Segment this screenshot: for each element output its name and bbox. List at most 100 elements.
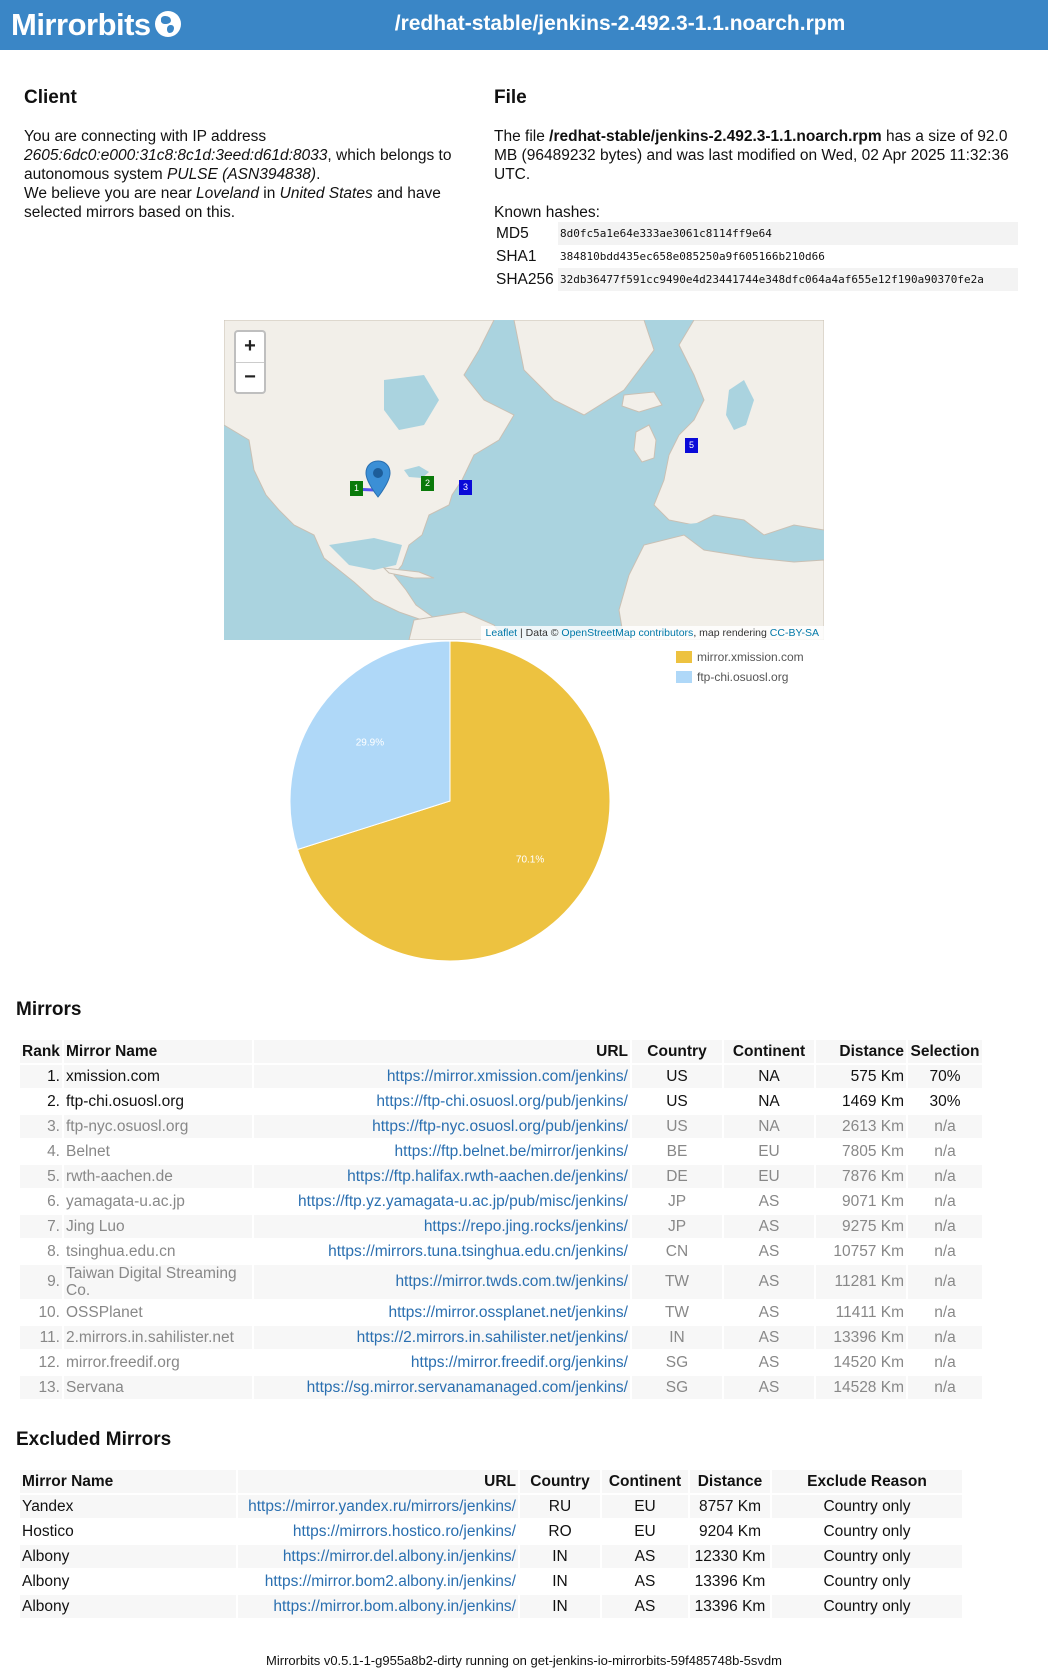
mirror-continent-cell: AS [724,1301,814,1324]
mirror-continent-cell: AS [724,1240,814,1263]
mirror-selection: n/a [934,1167,956,1185]
mirror-url[interactable]: https://ftp.yz.yamagata-u.ac.jp/pub/misc… [298,1192,628,1210]
excluded-reason: Country only [823,1497,911,1515]
map-marker-1[interactable]: 1 [350,481,363,496]
mirror-selection-cell: 70% [908,1065,982,1088]
excluded-reason: Country only [823,1572,911,1590]
pie-slice-0[interactable] [296,640,611,962]
col-distance: Distance [816,1040,906,1063]
mirror-url-cell: https://ftp.yz.yamagata-u.ac.jp/pub/misc… [254,1190,630,1213]
mirror-continent: NA [758,1117,780,1135]
col-url: URL [254,1040,630,1063]
mirror-url[interactable]: https://ftp.belnet.be/mirror/jenkins/ [394,1142,628,1160]
mirror-distance-cell: 9071 Km [816,1190,906,1213]
zoom-out-button[interactable]: − [236,362,264,392]
mirror-url[interactable]: https://2.mirrors.in.sahilister.net/jenk… [356,1328,628,1346]
mirror-name: Jing Luo [66,1217,125,1235]
excluded-reason-cell: Country only [772,1545,962,1568]
mirror-name: xmission.com [66,1067,160,1085]
map-marker-5[interactable]: 5 [685,438,698,453]
hash-row: MD5 8d0fc5a1e64e333ae3061c8114ff9e64 [494,222,1018,245]
mirror-rank: 9. [47,1273,60,1290]
mirror-distance: 575 Km [850,1067,904,1085]
mirror-continent: AS [758,1217,780,1235]
iceland [621,391,663,413]
mirror-continent-cell: AS [724,1190,814,1213]
mirror-url[interactable]: https://mirrors.tuna.tsinghua.edu.cn/jen… [328,1242,628,1260]
excluded-url[interactable]: https://mirror.bom.albony.in/jenkins/ [273,1597,516,1615]
mirror-url[interactable]: https://mirror.freedif.org/jenkins/ [410,1353,628,1371]
mirror-url[interactable]: https://ftp.halifax.rwth-aachen.de/jenki… [347,1167,628,1185]
excluded-name: Hostico [22,1522,74,1540]
mirror-distance: 11411 Km [835,1303,904,1321]
map-marker-3[interactable]: 3 [459,480,472,495]
excluded-reason-cell: Country only [772,1595,962,1618]
pie-slice-1[interactable] [289,640,451,851]
mirror-distance-cell: 575 Km [816,1065,906,1088]
mirror-url[interactable]: https://mirror.xmission.com/jenkins/ [386,1067,628,1085]
table-row: Yandex https://mirror.yandex.ru/mirrors/j… [20,1495,962,1518]
mirror-rank: 5. [47,1167,60,1185]
mirror-map[interactable]: 1 2 3 5 + − Leaflet | Data © OpenStreetM… [224,320,824,640]
mirror-name: ftp-chi.osuosl.org [66,1092,185,1110]
mirror-continent: AS [758,1303,780,1321]
mirror-country-cell: SG [632,1376,722,1399]
mirror-url[interactable]: https://mirror.ossplanet.net/jenkins/ [388,1303,628,1321]
hash-value[interactable]: 8d0fc5a1e64e333ae3061c8114ff9e64 [558,222,1018,245]
mirror-continent: AS [758,1378,780,1396]
map-marker-2[interactable]: 2 [421,476,434,491]
excluded-url[interactable]: https://mirrors.hostico.ro/jenkins/ [292,1522,516,1540]
client-heading: Client [24,87,77,108]
mirror-name: tsinghua.edu.cn [66,1242,176,1260]
mirror-country: DE [666,1167,688,1185]
mirror-url[interactable]: https://sg.mirror.servanamanaged.com/jen… [306,1378,628,1396]
mirror-distance-cell: 14520 Km [816,1351,906,1374]
table-row: 13. Servana https://sg.mirror.servanamanag… [20,1376,982,1399]
license-link[interactable]: CC-BY-SA [769,627,819,639]
mirror-distance-cell: 2613 Km [816,1115,906,1138]
logo[interactable]: Mirrorbits [11,7,181,43]
hash-value[interactable]: 384810bdd435ec658e085250a9f605166b210d66 [558,245,1018,268]
zoom-in-button[interactable]: + [244,335,256,357]
mirror-url-cell: https://ftp-chi.osuosl.org/pub/jenkins/ [254,1090,630,1113]
excluded-distance-cell: 8757 Km [690,1495,770,1518]
excluded-url[interactable]: https://mirror.bom2.albony.in/jenkins/ [264,1572,516,1590]
mirror-url-cell: https://ftp-nyc.osuosl.org/pub/jenkins/ [254,1115,630,1138]
mirror-country-cell: US [632,1065,722,1088]
mirror-url-cell: https://repo.jing.rocks/jenkins/ [254,1215,630,1238]
mirror-url[interactable]: https://repo.jing.rocks/jenkins/ [423,1217,628,1235]
osm-link[interactable]: OpenStreetMap contributors [561,627,694,639]
baltic-sea [726,380,754,430]
legend-label: mirror.xmission.com [697,650,804,664]
mirror-rank: 3. [47,1117,60,1135]
zoom-control: + − [234,330,266,394]
mirror-distance-cell: 11281 Km [816,1265,906,1299]
mirror-selection-cell: n/a [908,1351,982,1374]
mirror-url[interactable]: https://mirror.twds.com.tw/jenkins/ [395,1273,628,1290]
attribution-data: | Data © [520,627,559,639]
mirror-continent: AS [758,1192,780,1210]
excluded-name: Yandex [22,1497,74,1515]
excluded-distance-cell: 13396 Km [690,1595,770,1618]
mirror-name-cell: Servana [64,1376,252,1399]
location-pin-icon[interactable] [365,460,391,498]
excluded-url[interactable]: https://mirror.yandex.ru/mirrors/jenkins… [248,1497,516,1515]
mirror-selection-cell: n/a [908,1326,982,1349]
selection-pie-chart: 70.1% 29.9% [289,640,611,962]
mirror-rank-cell: 13. [20,1376,62,1399]
excluded-continent-cell: EU [602,1495,688,1518]
pie-slice-label-0: 70.1% [516,855,544,866]
hash-value[interactable]: 32db36477f591cc9490e4d23441744e348dfc064… [558,268,1018,291]
logo-text[interactable]: Mirrorbits [11,7,151,42]
mirror-name: OSSPlanet [66,1303,143,1321]
mirror-url[interactable]: https://ftp-chi.osuosl.org/pub/jenkins/ [376,1092,628,1110]
pie-slice-label-1: 29.9% [356,737,384,748]
mirror-distance-cell: 7805 Km [816,1140,906,1163]
mirror-name-cell: 2.mirrors.in.sahilister.net [64,1326,252,1349]
leaflet-link[interactable]: Leaflet [485,627,518,639]
excluded-reason: Country only [823,1547,911,1565]
mirror-rank-cell: 5. [20,1165,62,1188]
excluded-url[interactable]: https://mirror.del.albony.in/jenkins/ [282,1547,516,1565]
mirror-url[interactable]: https://ftp-nyc.osuosl.org/pub/jenkins/ [372,1117,628,1135]
mirror-url-cell: https://mirror.ossplanet.net/jenkins/ [254,1301,630,1324]
